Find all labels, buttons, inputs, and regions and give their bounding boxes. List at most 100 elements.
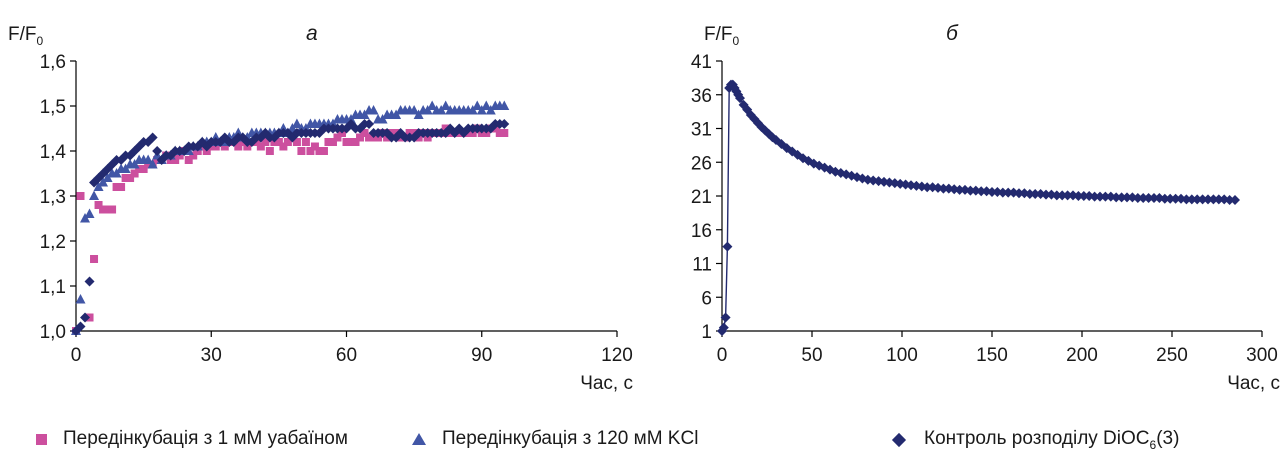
legend-label-dioc-control: Контроль розподілу DiOC6(3) [924, 428, 1179, 452]
y-tick-label: 36 [691, 86, 712, 107]
data-point [328, 138, 337, 146]
y-tick-label: 21 [691, 187, 712, 208]
data-point [274, 138, 283, 146]
legend-label-dioc-suffix: (3) [1156, 428, 1180, 449]
data-point [324, 138, 333, 146]
data-point [735, 93, 745, 104]
data-point [368, 105, 379, 115]
y-axis-label-sub: 0 [37, 34, 44, 48]
data-point [1116, 192, 1127, 203]
data-point [1132, 193, 1143, 204]
y-tick-label: 1,5 [40, 97, 66, 118]
x-axis-label: Час, с [580, 373, 633, 394]
data-point [94, 201, 103, 209]
data-point [220, 142, 229, 151]
x-tick-label: 300 [1246, 345, 1278, 366]
data-point [495, 129, 504, 137]
data-point [342, 138, 351, 146]
legend-item-ouabain: Передінкубація з 1 мМ уабаїном [36, 428, 348, 450]
data-point [500, 129, 509, 137]
data-point [1003, 187, 1014, 198]
y-axis-label-main: F/F [8, 24, 37, 45]
legend-diamond-marker-icon [891, 432, 907, 447]
x-tick-label: 100 [886, 345, 918, 366]
data-point [997, 187, 1008, 198]
data-point [80, 312, 91, 323]
x-tick-label: 250 [1156, 345, 1188, 366]
data-point [184, 156, 193, 164]
data-point [987, 186, 997, 197]
data-point [1089, 191, 1100, 202]
data-point [1170, 193, 1181, 204]
data-point [351, 138, 360, 146]
data-point [1149, 193, 1159, 204]
data-point [365, 133, 374, 142]
legend-square-marker-icon [36, 433, 47, 445]
legend-label-dioc-sub: 6 [1149, 437, 1157, 452]
data-point [938, 183, 949, 194]
data-point [112, 183, 121, 191]
data-point [130, 169, 139, 178]
data-point [1095, 191, 1105, 202]
x-tick-label: 200 [1066, 345, 1098, 366]
data-point [297, 147, 306, 155]
data-point [333, 133, 342, 142]
data-point [409, 105, 420, 115]
panel-letter: б [946, 22, 959, 45]
data-point [315, 147, 324, 155]
data-point [1100, 191, 1111, 202]
legend: Передінкубація з 1 мМ уабаїном Передінку… [0, 420, 1288, 470]
y-tick-label: 1,1 [40, 277, 66, 298]
data-point [499, 100, 510, 110]
data-point [1024, 188, 1035, 199]
data-point [76, 192, 85, 200]
data-point [121, 174, 130, 182]
data-point [1159, 193, 1170, 204]
data-point [976, 186, 987, 197]
data-point [1213, 194, 1224, 205]
data-point [310, 142, 319, 151]
data-point [1186, 194, 1197, 205]
data-point [126, 174, 135, 182]
legend-item-kcl: Передінкубація з 120 мМ KCl [412, 428, 698, 450]
data-point [1192, 194, 1203, 205]
y-tick-label: 1,2 [40, 232, 66, 253]
legend-item-dioc-control: Контроль розподілу DiOC6(3) [890, 428, 1179, 452]
data-point [753, 118, 763, 129]
x-axis-label: Час, с [1227, 373, 1280, 394]
y-tick-label: 1,3 [40, 187, 66, 208]
data-point [189, 151, 198, 160]
data-point [292, 138, 301, 146]
data-point [1051, 190, 1062, 201]
data-point [152, 146, 163, 156]
y-tick-label: 11 [692, 255, 712, 276]
data-point [472, 100, 483, 110]
data-point [1062, 190, 1073, 201]
data-point [90, 255, 99, 263]
data-point [347, 138, 356, 146]
data-point [171, 156, 180, 164]
data-point [261, 138, 270, 146]
data-point [103, 205, 112, 214]
data-point [139, 165, 148, 173]
data-point [360, 129, 369, 137]
data-point [364, 119, 375, 129]
x-tick-label: 30 [201, 345, 222, 366]
data-point [234, 142, 243, 151]
x-tick-label: 120 [601, 345, 633, 366]
data-point [1073, 191, 1084, 201]
data-point [356, 133, 365, 142]
legend-label-kcl: Передінкубація з 120 мМ KCl [442, 428, 699, 449]
data-point [108, 205, 117, 214]
data-point [1230, 195, 1240, 206]
data-point [89, 190, 100, 200]
data-point [147, 159, 158, 169]
x-tick-label: 0 [717, 345, 728, 366]
data-point [256, 142, 265, 151]
data-point [144, 160, 153, 169]
y-tick-label: 26 [691, 153, 712, 174]
data-point [1224, 195, 1235, 206]
data-point [84, 276, 95, 287]
legend-label-dioc-main: Контроль розподілу DiOC [924, 428, 1150, 449]
